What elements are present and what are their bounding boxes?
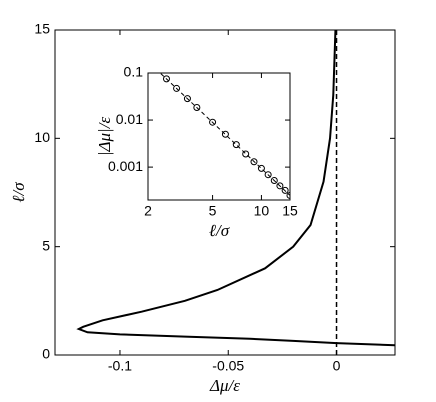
x-tick-label: 15: [282, 203, 298, 219]
point: [221, 130, 229, 138]
x-axis-label: ℓ/σ: [209, 221, 230, 240]
point: [173, 84, 181, 92]
plot-area: [147, 72, 291, 201]
point: [270, 176, 278, 184]
x-tick-label: 0: [333, 358, 341, 374]
point: [276, 182, 284, 190]
x-tick-label: 10: [254, 203, 270, 219]
point: [209, 118, 217, 126]
point: [281, 186, 289, 194]
y-tick-label: 5: [42, 237, 50, 253]
y-axis-label: ℓ/σ: [9, 182, 28, 203]
x-tick-label: 2: [144, 203, 152, 219]
line: [76, 30, 395, 347]
point: [242, 150, 250, 158]
point: [183, 95, 191, 103]
point: [162, 75, 170, 83]
fit-line: [160, 73, 290, 196]
clip-group: [76, 30, 395, 355]
clip-group: [160, 73, 290, 199]
point: [264, 171, 272, 179]
y-axis-label: |Δμ|/ε: [95, 117, 114, 157]
x-tick-label: -0.1: [108, 358, 132, 374]
y-tick-label: 10: [34, 129, 50, 145]
y-tick-label: 0: [42, 346, 50, 362]
y-tick-label: 0.1: [124, 64, 144, 80]
y-tick-label: 0.001: [108, 158, 143, 174]
y-tick-label: 0.01: [116, 111, 143, 127]
point: [250, 158, 258, 166]
point: [257, 164, 265, 172]
x-tick-label: 5: [209, 203, 217, 219]
x-axis-label: Δμ/ε: [209, 376, 240, 395]
point: [286, 191, 290, 199]
point: [232, 141, 240, 149]
point: [193, 103, 201, 111]
x-tick-label: -0.05: [212, 358, 244, 374]
y-tick-label: 15: [34, 21, 50, 37]
